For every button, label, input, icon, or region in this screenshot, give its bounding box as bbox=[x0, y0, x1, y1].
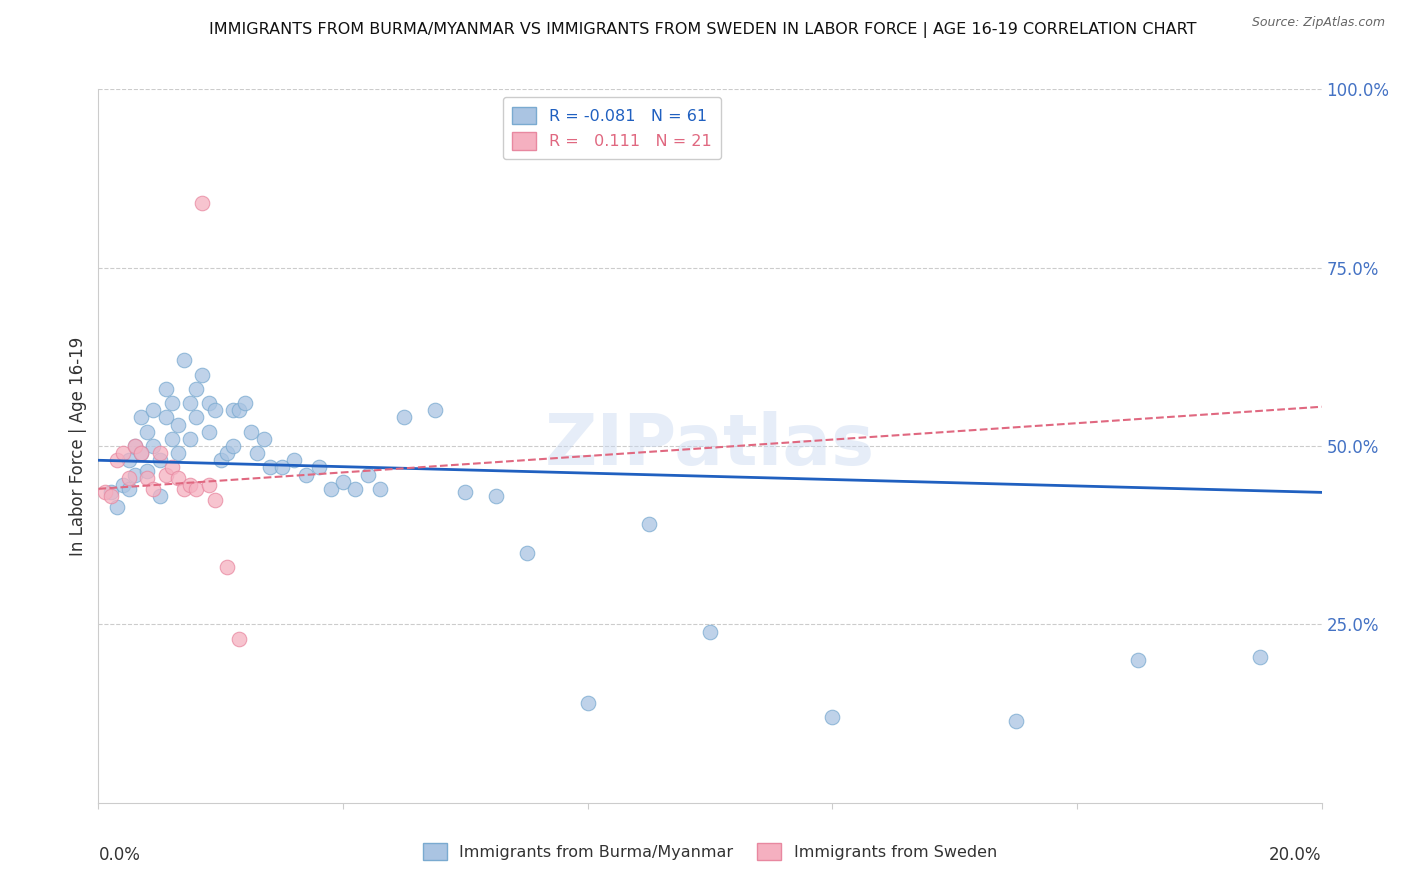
Point bbox=[160, 432, 183, 446]
Point bbox=[100, 489, 122, 503]
Point bbox=[222, 439, 245, 453]
Text: IMMIGRANTS FROM BURMA/MYANMAR VS IMMIGRANTS FROM SWEDEN IN LABOR FORCE | AGE 16-: IMMIGRANTS FROM BURMA/MYANMAR VS IMMIGRA… bbox=[209, 22, 1197, 38]
Point bbox=[356, 467, 378, 482]
Point bbox=[160, 460, 183, 475]
Y-axis label: In Labor Force | Age 16-19: In Labor Force | Age 16-19 bbox=[69, 336, 87, 556]
Point bbox=[821, 710, 844, 724]
Text: 0.0%: 0.0% bbox=[98, 846, 141, 863]
Point bbox=[155, 467, 177, 482]
Point bbox=[179, 432, 201, 446]
Point bbox=[111, 478, 134, 492]
Point bbox=[136, 471, 159, 485]
Point bbox=[186, 382, 208, 396]
Point bbox=[215, 560, 238, 574]
Point bbox=[295, 467, 318, 482]
Text: 20.0%: 20.0% bbox=[1270, 846, 1322, 863]
Point bbox=[259, 460, 281, 475]
Point bbox=[149, 446, 172, 460]
Point bbox=[179, 396, 201, 410]
Text: Source: ZipAtlas.com: Source: ZipAtlas.com bbox=[1251, 16, 1385, 29]
Point bbox=[368, 482, 391, 496]
Point bbox=[699, 624, 721, 639]
Point bbox=[191, 368, 214, 382]
Point bbox=[423, 403, 446, 417]
Point bbox=[136, 464, 159, 478]
Point bbox=[160, 396, 183, 410]
Point bbox=[1128, 653, 1150, 667]
Point bbox=[228, 403, 250, 417]
Point bbox=[222, 403, 245, 417]
Point bbox=[332, 475, 354, 489]
Point bbox=[197, 425, 219, 439]
Point bbox=[186, 410, 208, 425]
Point bbox=[204, 403, 226, 417]
Point bbox=[454, 485, 477, 500]
Point bbox=[319, 482, 342, 496]
Point bbox=[142, 439, 165, 453]
Point bbox=[485, 489, 508, 503]
Point bbox=[136, 425, 159, 439]
Point bbox=[228, 632, 250, 646]
Point bbox=[118, 471, 141, 485]
Point bbox=[142, 403, 165, 417]
Point bbox=[105, 500, 128, 514]
Point bbox=[197, 478, 219, 492]
Point bbox=[149, 453, 172, 467]
Point bbox=[1004, 714, 1026, 728]
Point bbox=[105, 453, 128, 467]
Point bbox=[209, 453, 232, 467]
Point bbox=[516, 546, 538, 560]
Point bbox=[308, 460, 330, 475]
Point bbox=[155, 410, 177, 425]
Point bbox=[129, 446, 152, 460]
Point bbox=[270, 460, 292, 475]
Point bbox=[197, 396, 219, 410]
Point bbox=[118, 482, 141, 496]
Point bbox=[100, 485, 122, 500]
Point bbox=[118, 453, 141, 467]
Point bbox=[179, 478, 201, 492]
Point bbox=[167, 471, 190, 485]
Point bbox=[129, 410, 152, 425]
Point bbox=[637, 517, 661, 532]
Point bbox=[246, 446, 269, 460]
Point bbox=[240, 425, 263, 439]
Point bbox=[173, 482, 195, 496]
Point bbox=[1249, 649, 1271, 664]
Point bbox=[167, 446, 190, 460]
Point bbox=[129, 446, 152, 460]
Point bbox=[124, 467, 146, 482]
Point bbox=[283, 453, 305, 467]
Point bbox=[215, 446, 238, 460]
Point bbox=[576, 696, 599, 710]
Point bbox=[167, 417, 190, 432]
Point bbox=[142, 482, 165, 496]
Point bbox=[233, 396, 256, 410]
Point bbox=[124, 439, 146, 453]
Point bbox=[155, 382, 177, 396]
Point bbox=[344, 482, 367, 496]
Point bbox=[111, 446, 134, 460]
Point bbox=[124, 439, 146, 453]
Point bbox=[204, 492, 226, 507]
Point bbox=[93, 485, 115, 500]
Point bbox=[149, 489, 172, 503]
Point bbox=[191, 196, 214, 211]
Text: ZIPatlas: ZIPatlas bbox=[546, 411, 875, 481]
Point bbox=[392, 410, 416, 425]
Point bbox=[173, 353, 195, 368]
Point bbox=[186, 482, 208, 496]
Legend: Immigrants from Burma/Myanmar, Immigrants from Sweden: Immigrants from Burma/Myanmar, Immigrant… bbox=[416, 837, 1004, 866]
Point bbox=[252, 432, 274, 446]
